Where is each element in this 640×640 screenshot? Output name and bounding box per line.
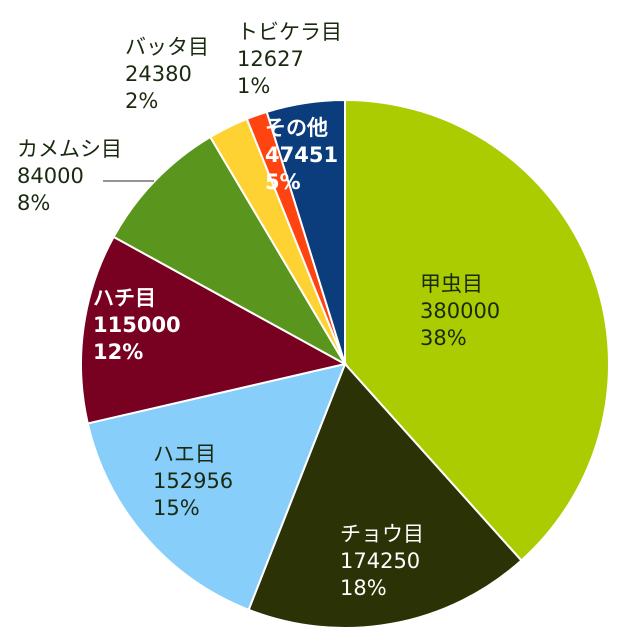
slice-value-ハチ目: 115000 (93, 313, 181, 337)
slice-label-ハチ目: ハチ目 115000 12% (93, 286, 181, 364)
pie-slice-カメムシ目 (112, 135, 348, 367)
slice-percent-トビケラ目: 1% (237, 74, 270, 98)
pie-slice-甲虫目 (344, 98, 610, 562)
slice-label-ハエ目: ハエ目 152956 15% (153, 442, 233, 520)
slice-label-トビケラ目: トビケラ目 12627 1% (237, 20, 342, 98)
pie-labels: 甲虫目 380000 38% チョウ目 174250 18% ハエ目 152956 15% ハチ目… (17, 20, 500, 600)
slice-value-トビケラ目: 12627 (237, 47, 304, 71)
slice-label-甲虫目: 甲虫目 380000 38% (420, 272, 500, 350)
slice-name-甲虫目: 甲虫目 (420, 272, 483, 296)
slice-name-チョウ目: チョウ目 (340, 522, 424, 546)
pie-slice-ハエ目 (86, 362, 347, 612)
slice-name-トビケラ目: トビケラ目 (237, 20, 342, 44)
slice-value-ハエ目: 152956 (153, 469, 233, 493)
slice-label-カメムシ目: カメムシ目 84000 8% (17, 137, 122, 215)
slice-percent-ハエ目: 15% (153, 496, 200, 520)
slice-name-ハエ目: ハエ目 (153, 442, 216, 466)
slice-percent-バッタ目: 2% (125, 89, 158, 113)
slice-label-バッタ目: バッタ目 24380 2% (125, 35, 209, 113)
pie-slice-ハチ目 (80, 235, 348, 425)
slice-value-チョウ目: 174250 (340, 549, 420, 573)
slice-name-ハチ目: ハチ目 (93, 286, 156, 310)
slice-percent-チョウ目: 18% (340, 576, 387, 600)
slice-value-カメムシ目: 84000 (17, 164, 84, 188)
slice-label-その他: その他 47451 5% (265, 116, 338, 194)
slice-name-バッタ目: バッタ目 (125, 35, 209, 59)
slice-value-その他: 47451 (265, 143, 338, 167)
slice-value-バッタ目: 24380 (125, 62, 192, 86)
slice-percent-甲虫目: 38% (420, 326, 467, 350)
pie-slice-その他 (265, 98, 346, 365)
pie-slice-チョウ目 (247, 362, 523, 629)
slice-value-甲虫目: 380000 (420, 299, 500, 323)
slice-percent-カメムシ目: 8% (17, 191, 50, 215)
slice-percent-その他: 5% (265, 170, 301, 194)
slice-name-カメムシ目: カメムシ目 (17, 137, 122, 161)
slice-label-チョウ目: チョウ目 174250 18% (340, 522, 424, 600)
slice-percent-ハチ目: 12% (93, 340, 143, 364)
slice-name-その他: その他 (265, 116, 328, 140)
pie-slices (80, 98, 610, 629)
